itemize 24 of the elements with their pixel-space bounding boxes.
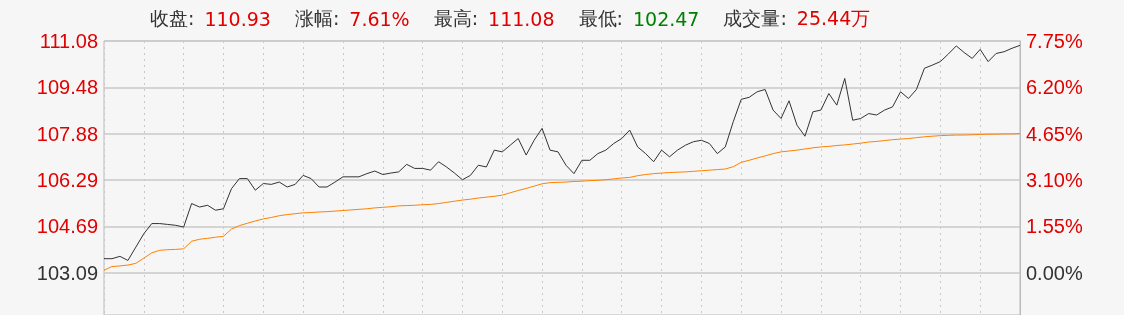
y-tick-label: 106.29 xyxy=(36,169,98,192)
y2-tick-label: 3.10% xyxy=(1026,169,1083,192)
text: 7.61% xyxy=(349,8,410,30)
text: 25.44万 xyxy=(796,6,871,31)
line-series xyxy=(103,133,1021,271)
y2-tick-label: 6.20% xyxy=(1026,76,1083,99)
text: 111.08 xyxy=(488,8,555,30)
text: 成交量: xyxy=(723,6,787,31)
text: 110.93 xyxy=(204,8,271,30)
text: 最高: xyxy=(433,6,479,31)
line-series xyxy=(103,44,1021,261)
y-tick-label: 111.08 xyxy=(39,30,98,52)
text: 收盘: xyxy=(150,6,195,31)
y-tick-label: 109.48 xyxy=(36,76,98,99)
y-tick-label: 104.69 xyxy=(36,215,98,238)
y2-tick-label: 4.65% xyxy=(1026,122,1083,145)
text: 最低: xyxy=(578,6,623,31)
text: 涨幅: xyxy=(294,6,340,31)
y2-tick-label: 7.75% xyxy=(1026,30,1083,52)
y-tick-label: 103.09 xyxy=(36,261,98,284)
y2-tick-label: 0.00% xyxy=(1026,261,1083,284)
y-tick-label: 107.88 xyxy=(36,122,98,145)
text: 102.47 xyxy=(632,8,700,30)
y2-tick-label: 1.55% xyxy=(1026,215,1083,238)
